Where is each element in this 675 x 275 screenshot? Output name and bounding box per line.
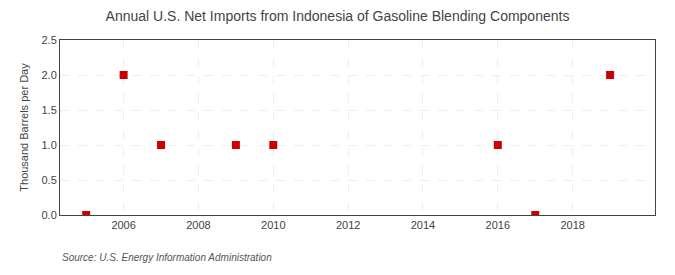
svg-text:2018: 2018 (560, 219, 584, 231)
svg-text:0.5: 0.5 (42, 174, 57, 186)
svg-text:1.5: 1.5 (42, 104, 57, 116)
svg-text:0.0: 0.0 (42, 209, 57, 221)
svg-text:2006: 2006 (111, 219, 135, 231)
svg-text:2012: 2012 (336, 219, 360, 231)
svg-text:2014: 2014 (411, 219, 435, 231)
svg-text:2008: 2008 (186, 219, 210, 231)
svg-text:Source: U.S. Energy Informatio: Source: U.S. Energy Information Administ… (62, 252, 272, 263)
svg-text:Thousand Barrels per Day: Thousand Barrels per Day (18, 63, 30, 192)
svg-text:2.0: 2.0 (42, 69, 57, 81)
svg-text:2016: 2016 (486, 219, 510, 231)
svg-text:Annual U.S. Net Imports from I: Annual U.S. Net Imports from Indonesia o… (106, 8, 570, 24)
svg-text:2.5: 2.5 (42, 34, 57, 46)
svg-text:2010: 2010 (261, 219, 285, 231)
svg-text:1.0: 1.0 (42, 139, 57, 151)
